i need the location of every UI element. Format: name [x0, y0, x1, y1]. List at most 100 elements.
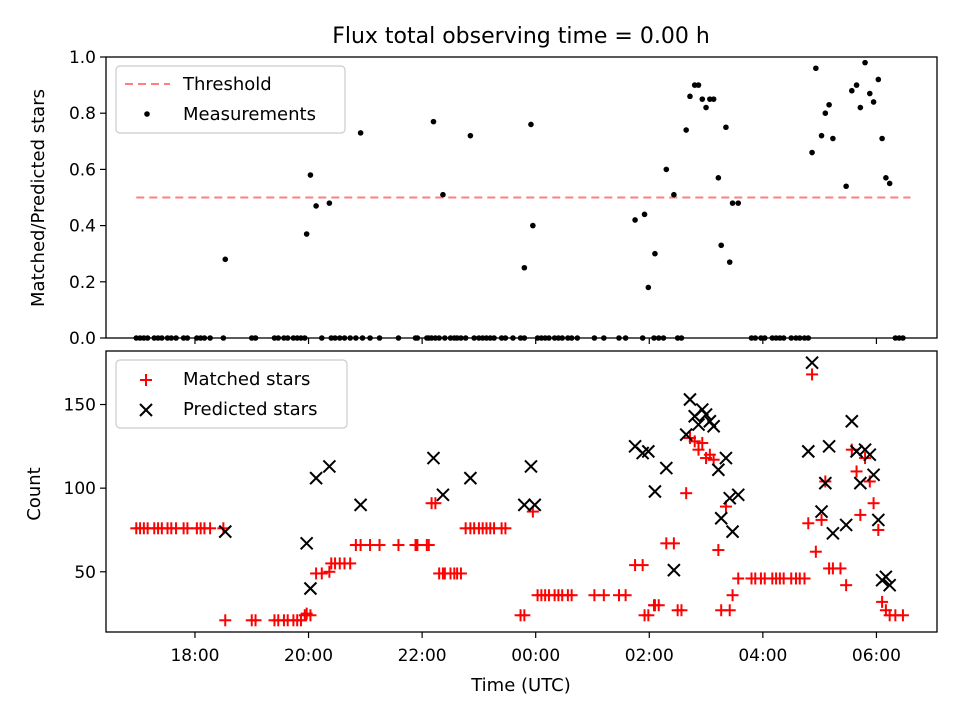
matched-star-point — [597, 589, 610, 602]
matched-star-point — [867, 497, 880, 510]
matched-star-point — [872, 523, 885, 536]
x-tick-label: 00:00 — [511, 646, 560, 666]
predicted-star-point — [659, 461, 674, 475]
x-tick-label: 20:00 — [284, 646, 333, 666]
matched-star-point — [422, 539, 435, 552]
predicted-star-point — [648, 484, 662, 499]
predicted-star-point — [863, 447, 877, 462]
measurement-point — [652, 250, 658, 257]
measurement-point — [430, 118, 437, 125]
measurement-point — [710, 96, 717, 102]
measurement-point — [222, 256, 229, 263]
top-legend-box — [115, 65, 346, 134]
predicted-star-point — [826, 526, 840, 541]
measurement-point — [699, 96, 706, 102]
measurements-legend-marker — [144, 111, 150, 117]
measurement-point — [729, 200, 736, 206]
matched-star-point — [344, 557, 357, 570]
x-tick-label: 18:00 — [170, 646, 219, 666]
matched-star-point — [499, 522, 512, 535]
matched-star-point — [726, 589, 739, 602]
predicted-star-point — [353, 498, 368, 512]
measurement-point — [726, 259, 733, 265]
predicted-star-point — [309, 471, 323, 485]
measurement-point — [883, 175, 889, 181]
matched-star-point — [680, 487, 693, 500]
measurement-point — [853, 82, 860, 88]
matched-stars-points — [130, 368, 909, 627]
measurement-point — [813, 65, 819, 72]
matched-star-point — [834, 562, 847, 575]
predicted-star-point — [871, 513, 886, 527]
measurement-point — [718, 242, 725, 249]
measurement-point — [357, 130, 364, 136]
measurement-point — [645, 284, 652, 291]
matched-legend-marker — [140, 374, 152, 386]
predicted-star-point — [517, 498, 532, 512]
measurement-point — [849, 87, 855, 94]
predicted-star-point — [683, 392, 697, 407]
predicted-star-point — [528, 498, 542, 512]
bottom-legend: Matched stars Predicted stars — [115, 359, 348, 429]
bottom-plot-frame — [105, 350, 938, 633]
measurement-point — [663, 166, 670, 173]
predicted-star-point — [719, 451, 733, 465]
top-y-tick-label: 1.0 — [69, 48, 96, 68]
predicted-star-point — [691, 417, 706, 432]
predicted-stars-points — [218, 356, 897, 596]
matched-star-point — [373, 539, 386, 552]
bottom-y-tick-label: 100 — [64, 479, 96, 499]
top-panel: 0.0 0.2 0.4 0.6 0.8 1.0 Matched/Predicted sta… — [28, 48, 938, 349]
x-tick-label: 04:00 — [738, 646, 787, 666]
measurement-point — [867, 90, 873, 97]
predicted-star-point — [801, 444, 815, 459]
matched-star-point — [688, 435, 701, 448]
matched-star-point — [392, 539, 405, 552]
matched-star-point — [806, 368, 819, 381]
measurement-point — [307, 172, 314, 178]
matched-star-point — [429, 497, 442, 510]
x-tick-label: 06:00 — [852, 646, 901, 666]
matched-star-point — [815, 513, 828, 526]
matched-star-point — [454, 567, 467, 580]
predicted-star-point — [879, 570, 893, 584]
measurement-point — [862, 59, 868, 66]
matched-star-point — [896, 609, 909, 622]
matched-star-point — [652, 599, 665, 612]
measurement-point — [326, 200, 333, 206]
top-y-ticks: 0.0 0.2 0.4 0.6 0.8 1.0 — [69, 48, 106, 349]
matched-star-point — [712, 544, 725, 557]
measurement-point — [818, 132, 825, 139]
predicted-star-point — [805, 356, 819, 370]
matched-star-point — [840, 579, 853, 592]
bottom-y-axis-label: Count — [24, 467, 45, 520]
predicted-star-point — [322, 459, 337, 474]
measurement-point — [715, 175, 722, 181]
matched-star-point — [802, 517, 815, 530]
matched-star-point — [854, 508, 867, 521]
matched-star-point — [732, 572, 745, 585]
matched-star-point — [876, 595, 889, 608]
predicted-star-point — [731, 488, 745, 502]
bottom-y-tick-label: 150 — [64, 396, 96, 416]
top-y-tick-label: 0.8 — [69, 104, 96, 124]
matched-star-point — [565, 589, 578, 602]
measurement-point — [870, 99, 877, 105]
predicted-star-point — [711, 463, 726, 477]
measurement-point — [886, 180, 893, 187]
predicted-star-point — [706, 419, 721, 433]
matched-star-point — [304, 609, 317, 622]
predicted-star-point — [436, 488, 450, 502]
matched-star-point — [636, 559, 649, 572]
top-y-tick-label: 0.4 — [69, 217, 96, 237]
bottom-x-ticks: 18:00 20:00 22:00 00:00 02:00 04:00 06:00 — [170, 632, 901, 666]
matched-star-point — [204, 522, 217, 535]
measurement-point — [879, 135, 885, 142]
predicted-star-point — [303, 581, 318, 596]
matched-star-point — [798, 572, 811, 585]
measurement-point — [735, 200, 742, 206]
bottom-panel: 50 100 150 18:00 20:00 22:00 00:00 02:00 04:00 0… — [24, 350, 938, 696]
measurement-point — [857, 104, 864, 111]
predicted-star-point — [725, 524, 740, 539]
top-y-axis-label: Matched/Predicted stars — [28, 89, 49, 307]
